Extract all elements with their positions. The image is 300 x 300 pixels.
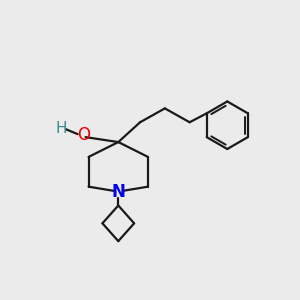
Text: O: O [77,126,90,144]
Text: H: H [55,121,67,136]
Text: N: N [111,183,125,201]
